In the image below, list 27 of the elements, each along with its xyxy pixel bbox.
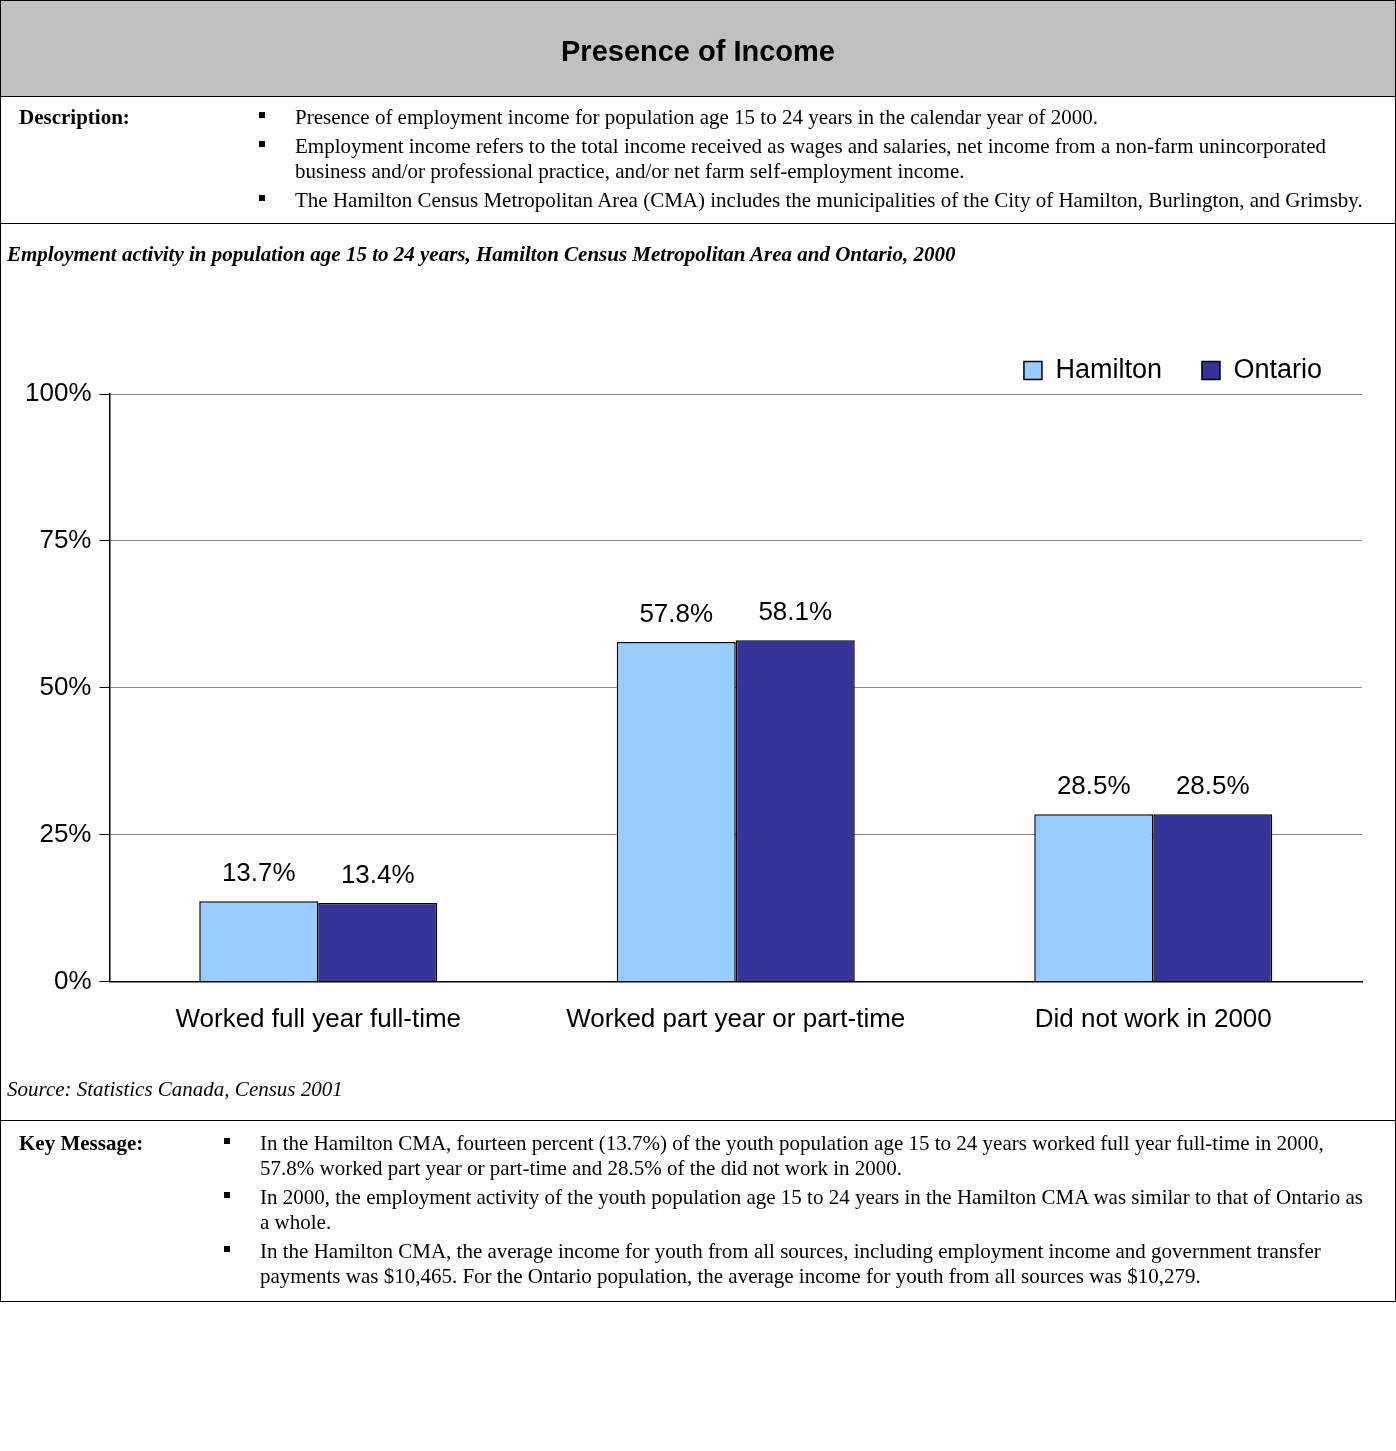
source-note: Source: Statistics Canada, Census 2001 [7,1077,344,1102]
data-label: 13.4% [340,859,415,890]
text: Employment income refers to the total income received as wages and salaries, net income from a non-farm unincorporated business and/or professional practice, and/or net farm self-employment income. [295,134,1327,184]
x-tick-label: Did not work in 2000 [1034,1002,1272,1033]
chart-subtitle: Employment activity in population age 15 to 24 years, Hamilton Census Metropolitan Area and Ontario, 2000 [7,242,957,267]
text: In the Hamilton CMA, the average income for youth from all sources, including employment income and government transfer payments was $10,465. For the Ontario population, the average income for youth from all sources was $10,279. [260,1239,1322,1289]
text: The Hamilton Census Metropolitan Area (CMA) includes the municipalities of the City of Hamilton, Burlington, and Grimsby. [295,188,1363,213]
data-label: 57.8% [639,598,714,629]
text: Key Message: [19,1131,145,1157]
y-tick-label: 25% [39,818,92,849]
x-tick-label: Worked full year full-time [175,1002,462,1033]
x-tick-label: Worked part year or part-time [566,1002,906,1033]
text: Description: [19,105,131,131]
y-tick-label: 100% [25,377,92,408]
chart-title: Presence of Income [1,1,1395,97]
legend-label: Hamilton [1055,353,1162,384]
y-tick-label: 50% [39,671,92,702]
legend-label: Ontario [1233,353,1323,384]
y-tick-label: 75% [39,524,92,555]
data-label: 28.5% [1175,770,1250,801]
data-label: 28.5% [1056,770,1131,801]
text: In the Hamilton CMA, fourteen percent (13.7%) of the youth population age 15 to 24 years worked full year full-time in 2000, 57.8% worked part year or part-time and 28.5% of the did not work in 2000. [260,1131,1325,1181]
text: In 2000, the employment activity of the youth population age 15 to 24 years in the Hamilton CMA was similar to that of Ontario as a whole. [260,1185,1364,1235]
data-label: 13.7% [221,857,296,888]
y-tick-label: 0% [53,964,92,995]
text: Presence of employment income for population age 15 to 24 years in the calendar year of 2000. [295,105,1098,130]
data-label: 58.1% [758,596,833,627]
